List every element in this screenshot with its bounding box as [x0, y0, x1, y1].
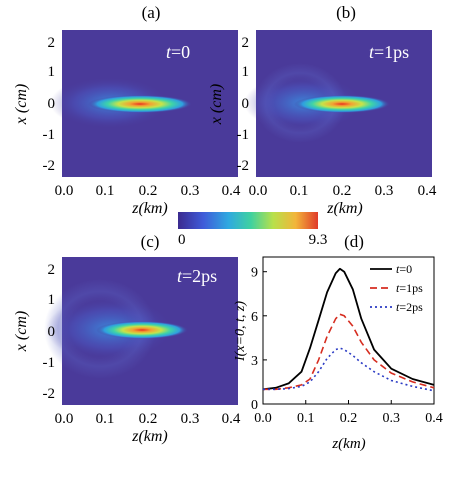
- panel-d-ytick-label: 9: [251, 266, 258, 281]
- panel-b-y-ticks: 2 1 0 -1 -2: [237, 35, 250, 174]
- panel-a-xtick-2: 0.2: [139, 183, 158, 199]
- panel-d-xtick-label: 0.4: [425, 411, 443, 426]
- panel-c-xlabel: z(km): [131, 428, 168, 445]
- panel-d-xtick-label: 0.0: [254, 411, 272, 426]
- colorbar-gradient: [178, 212, 318, 229]
- panel-a-y-ticks: 2 1 0 -1 -2: [43, 35, 56, 174]
- panel-c-ytick-m1: -1: [43, 355, 56, 371]
- panel-b-x-ticks: 0.0 0.1 0.2 0.3 0.4: [249, 183, 437, 199]
- panel-a-time-label: t=0: [166, 42, 190, 62]
- panel-c-ytick-0: 0: [48, 324, 56, 340]
- panel-a-xtick-0: 0.0: [55, 183, 74, 199]
- panel-a-beam: [88, 95, 192, 113]
- panel-c-xtick-1: 0.1: [96, 411, 115, 427]
- panel-c-beam: [96, 321, 188, 339]
- heatmap-panel-b: (b) 2 1 0 -1 -2 0.0 0.1 0.2 0.3 0.4 z(km…: [208, 3, 437, 217]
- panel-b-label: (b): [336, 3, 356, 22]
- panel-d-series-0: [262, 267, 435, 391]
- panel-d-xtick-label: 0.1: [297, 411, 315, 426]
- panel-c-label: (c): [141, 232, 160, 251]
- panel-c-x-ticks: 0.0 0.1 0.2 0.3 0.4: [55, 411, 241, 427]
- panel-b-ytick-0: 0: [242, 96, 250, 112]
- colorbar-min-label: 0: [178, 232, 186, 248]
- panel-d-legend-label: t=2ps: [396, 300, 423, 314]
- panel-d-label: (d): [344, 232, 364, 251]
- panel-c-xtick-4: 0.4: [222, 411, 241, 427]
- heatmap-panel-a: (a) 2 1 0 -1 -2 0.0 0.1 0.2 0.3 0.4 z(km…: [13, 3, 241, 217]
- panel-a-ytick-0: 0: [48, 96, 56, 112]
- panel-b-xtick-0: 0.0: [249, 183, 268, 199]
- panel-d-ytick-label: 0: [251, 398, 258, 413]
- panel-d-series-2: [263, 347, 435, 392]
- panel-d-xlabel: z(km): [331, 436, 365, 452]
- panel-a-xlabel: z(km): [131, 200, 168, 217]
- panel-d-xtick-label: 0.2: [340, 411, 358, 426]
- panel-b-ytick-m1: -1: [237, 127, 250, 143]
- panel-c-ytick-m2: -2: [43, 386, 56, 402]
- panel-c-xtick-0: 0.0: [55, 411, 74, 427]
- panel-b-time-label: t=1ps: [369, 42, 409, 62]
- panel-a-ylabel: x (cm): [13, 84, 30, 125]
- panel-d-ytick-label: 6: [251, 310, 258, 325]
- panel-d-ylabel: I(x=0, t, z): [233, 301, 248, 362]
- panel-a-ytick-1: 1: [48, 64, 56, 80]
- panel-d-legend: t=0 t=1ps t=2ps: [370, 262, 423, 314]
- panel-b-beam: [294, 95, 390, 113]
- panel-b-xtick-1: 0.1: [290, 183, 309, 199]
- panel-b-ytick-m2: -2: [237, 158, 250, 174]
- panel-a-xtick-1: 0.1: [96, 183, 115, 199]
- panel-b-ylabel: x (cm): [208, 84, 225, 125]
- panel-d-series: [262, 267, 435, 392]
- panel-a-ytick-2: 2: [48, 35, 56, 51]
- colorbar-max-label: 9.3: [309, 232, 328, 248]
- panel-a-x-ticks: 0.0 0.1 0.2 0.3 0.4: [55, 183, 241, 199]
- panel-d-ticks: 0.0 0.1 0.2 0.3 0.4 0 3 6 9: [251, 266, 443, 426]
- panel-c-xtick-3: 0.3: [181, 411, 200, 427]
- panel-c-y-ticks: 2 1 0 -1 -2: [43, 262, 56, 402]
- panel-b-ytick-2: 2: [242, 35, 250, 51]
- panel-a-ytick-m1: -1: [43, 127, 56, 143]
- panel-b-xlabel: z(km): [326, 200, 363, 217]
- panel-c-ytick-1: 1: [48, 292, 56, 308]
- panel-b-xtick-2: 0.2: [333, 183, 352, 199]
- panel-b-ytick-1: 1: [242, 64, 250, 80]
- panel-d-xtick-label: 0.3: [383, 411, 401, 426]
- panel-c-time-label: t=2ps: [177, 266, 217, 286]
- panel-a-xtick-3: 0.3: [181, 183, 200, 199]
- line-chart-panel-d: (d) 0.0 0.1 0.2 0.3 0.4 0 3 6 9 t=0 t=1ps t=2ps z(…: [233, 232, 443, 452]
- panel-a-ytick-m2: -2: [43, 158, 56, 174]
- panel-c-ytick-2: 2: [48, 262, 56, 278]
- panel-d-legend-label: t=1ps: [396, 281, 423, 295]
- colorbar: 0 9.3: [178, 212, 327, 248]
- panel-d-series-1: [263, 313, 435, 391]
- panel-c-ylabel: x (cm): [13, 311, 30, 352]
- heatmap-panel-c: (c) 2 1 0 -1 -2 0.0 0.1 0.2 0.3 0.4 z(km…: [13, 232, 241, 445]
- panel-c-xtick-2: 0.2: [139, 411, 158, 427]
- panel-d-ytick-label: 3: [251, 354, 258, 369]
- panel-b-xtick-3: 0.3: [375, 183, 394, 199]
- panel-b-xtick-4: 0.4: [418, 183, 437, 199]
- panel-d-legend-label: t=0: [396, 262, 412, 276]
- panel-a-xtick-4: 0.4: [222, 183, 241, 199]
- panel-a-label: (a): [142, 3, 161, 22]
